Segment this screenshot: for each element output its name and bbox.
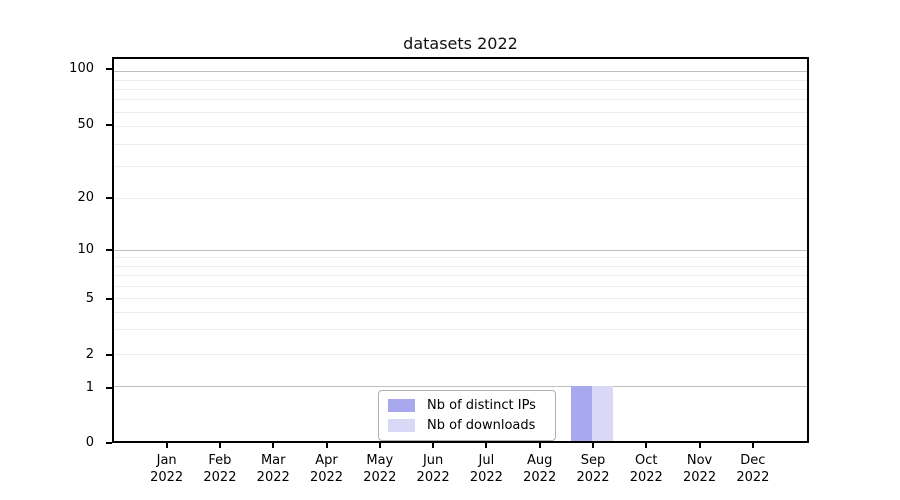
y-axis: 100 50 20 10 5 2 1 0 xyxy=(0,57,112,450)
x-tick-label: Feb 2022 xyxy=(203,453,237,485)
x-tick-label: Jan 2022 xyxy=(150,453,184,485)
x-tick-label: Apr 2022 xyxy=(309,453,344,485)
x-tick-label: Mar 2022 xyxy=(256,453,290,485)
x-tick-label: Aug 2022 xyxy=(523,453,557,485)
x-tick-mark xyxy=(751,443,754,448)
y-minor-gridline xyxy=(114,265,807,267)
y-minor-gridline xyxy=(114,257,807,259)
x-tick-mark xyxy=(645,443,648,448)
x-tick-label: May 2022 xyxy=(363,453,397,485)
y-gridline-100 xyxy=(114,71,807,73)
y-tick-mark xyxy=(106,297,112,300)
y-tick-label: 0 xyxy=(85,435,94,450)
x-tick-mark xyxy=(378,443,381,448)
y-tick-mark xyxy=(106,442,112,444)
y-tick-mark xyxy=(106,386,112,389)
x-tick-mark xyxy=(218,443,221,448)
y-minor-gridline xyxy=(114,274,807,276)
x-tick-label: Sep 2022 xyxy=(576,453,610,485)
legend-item-label: Nb of downloads xyxy=(427,418,536,433)
x-tick-label: Nov 2022 xyxy=(683,453,717,485)
y-gridline-2 xyxy=(114,354,807,356)
legend-item-label: Nb of distinct IPs xyxy=(427,398,536,413)
y-minor-gridline xyxy=(114,166,807,168)
x-tick-label: Dec 2022 xyxy=(736,453,770,485)
y-gridline-20 xyxy=(114,198,807,200)
y-tick-mark xyxy=(106,68,112,71)
y-minor-gridline xyxy=(114,89,807,91)
y-minor-gridline xyxy=(114,311,807,313)
y-tick-mark xyxy=(106,123,112,126)
y-tick-label: 1 xyxy=(85,379,94,395)
legend-swatch-icon xyxy=(388,399,415,412)
y-gridline-5 xyxy=(114,298,807,300)
x-axis: Jan 2022 Feb 2022 Mar 2022 Apr 2022 May 2022… xyxy=(112,443,809,498)
x-tick-mark xyxy=(698,443,701,448)
bar-nb-of-downloads-sep-2022 xyxy=(592,386,614,441)
x-tick-mark xyxy=(485,443,488,448)
y-minor-gridline xyxy=(114,329,807,331)
y-minor-gridline xyxy=(114,143,807,145)
chart-title: datasets 2022 xyxy=(403,34,518,53)
y-minor-gridline xyxy=(114,285,807,287)
y-gridline-50 xyxy=(114,126,807,128)
y-gridline-10 xyxy=(114,250,807,251)
y-minor-gridline xyxy=(114,79,807,81)
x-tick-mark xyxy=(538,443,541,448)
y-tick-label: 10 xyxy=(77,242,94,257)
y-minor-gridline xyxy=(114,111,807,113)
x-tick-label: Jul 2022 xyxy=(469,453,503,485)
x-tick-mark xyxy=(432,443,435,448)
y-tick-label: 50 xyxy=(77,116,94,132)
y-tick-label: 5 xyxy=(85,290,94,306)
x-tick-mark xyxy=(591,443,594,448)
y-minor-gridline xyxy=(114,99,807,101)
y-tick-mark xyxy=(106,196,112,199)
y-tick-label: 2 xyxy=(85,347,94,363)
legend: Nb of distinct IPs Nb of downloads xyxy=(378,390,556,441)
legend-swatch-icon xyxy=(388,419,415,432)
y-tick-label: 100 xyxy=(69,61,94,77)
x-tick-mark xyxy=(325,443,328,448)
y-gridline-1 xyxy=(114,386,807,388)
x-tick-mark xyxy=(165,443,168,448)
bar-nb-of-distinct-ips-sep-2022 xyxy=(571,386,593,441)
y-tick-mark xyxy=(106,249,112,251)
x-tick-label: Jun 2022 xyxy=(416,453,450,485)
x-tick-label: Oct 2022 xyxy=(629,453,663,485)
legend-item: Nb of distinct IPs xyxy=(388,397,546,414)
plot-area: Nb of distinct IPs Nb of downloads xyxy=(112,57,809,443)
y-tick-label: 20 xyxy=(77,189,94,205)
x-tick-mark xyxy=(272,443,275,448)
y-tick-mark xyxy=(106,354,112,357)
legend-item: Nb of downloads xyxy=(388,417,546,434)
